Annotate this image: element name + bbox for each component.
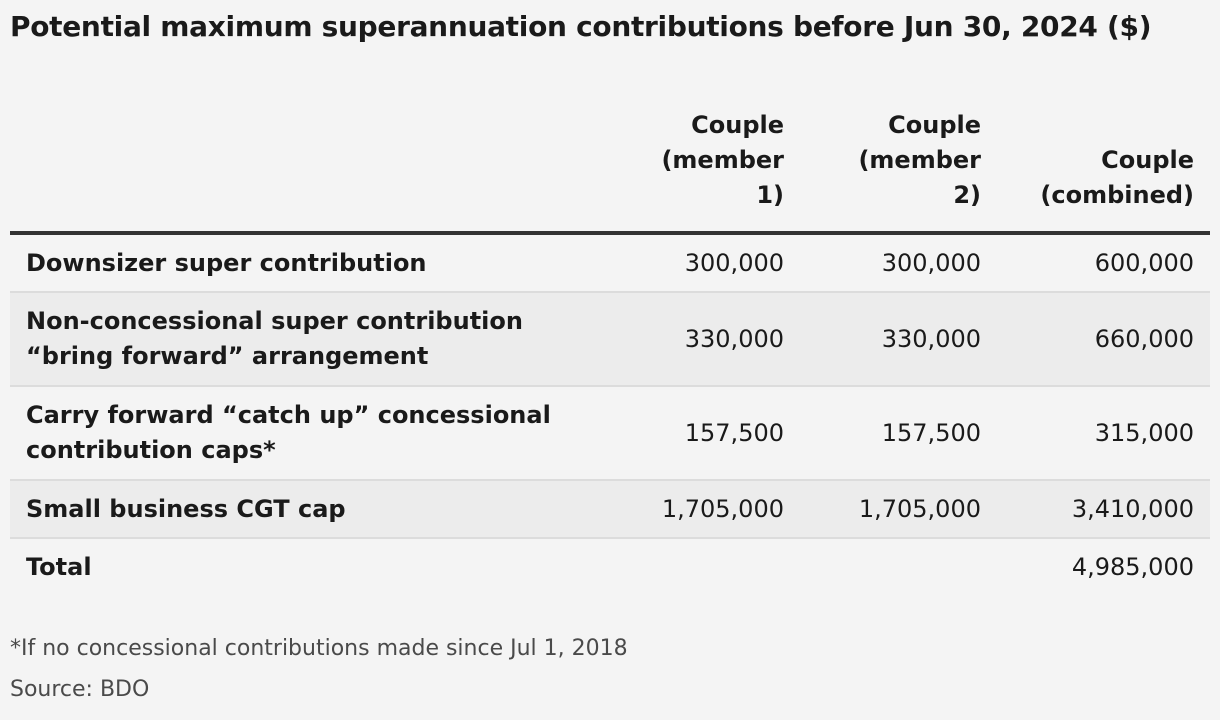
cell-member-1: 300,000 (603, 233, 800, 293)
row-label: Carry forward “catch up” concessional co… (10, 386, 603, 481)
column-header-line: Couple (1101, 146, 1194, 174)
table-row-small-business-cgt: Small business CGT cap 1,705,000 1,705,0… (10, 480, 1210, 539)
table-row-total: Total 4,985,000 (10, 538, 1210, 595)
row-label: Total (26, 552, 92, 581)
cell-member-1: 330,000 (603, 292, 800, 387)
cell-combined: 660,000 (997, 292, 1210, 387)
row-label: Non-concessional super contribution “bri… (10, 292, 603, 387)
cell-combined: 3,410,000 (997, 480, 1210, 539)
cell-combined: 315,000 (997, 386, 1210, 481)
chart-title: Potential maximum superannuation contrib… (10, 10, 1152, 43)
table-header-row: Couple (member 1) Couple (member 2) Coup… (10, 106, 1210, 235)
footnote: *If no concessional contributions made s… (10, 636, 628, 661)
cell-member-2: 300,000 (800, 233, 997, 293)
column-header-member-1: Couple (member 1) (603, 106, 800, 235)
column-header-line: 2) (953, 181, 981, 209)
cell-member-2: 157,500 (800, 386, 997, 481)
cell-combined: 600,000 (997, 233, 1210, 293)
column-header-member-2: Couple (member 2) (800, 106, 997, 235)
contributions-table: Couple (member 1) Couple (member 2) Coup… (10, 106, 1210, 595)
table-row-downsizer: Downsizer super contribution 300,000 300… (10, 233, 1210, 293)
table-row-non-concessional: Non-concessional super contribution “bri… (10, 292, 1210, 387)
cell-member-1: 157,500 (603, 386, 800, 481)
column-header-line: 1) (756, 181, 784, 209)
table-row-carry-forward: Carry forward “catch up” concessional co… (10, 386, 1210, 481)
column-header-line: (member (661, 146, 784, 174)
row-label: Downsizer super contribution (10, 233, 603, 293)
cell-member-2: 1,705,000 (800, 480, 997, 539)
row-label-line: Carry forward “catch up” concessional (26, 401, 551, 429)
row-label: Small business CGT cap (10, 480, 603, 539)
row-label-line: Non-concessional super contribution (26, 307, 523, 335)
row-label-line: “bring forward” arrangement (26, 342, 429, 370)
column-header-combined: Couple (combined) (997, 106, 1210, 235)
column-header-line: Couple (691, 111, 784, 139)
cell-member-1: 1,705,000 (603, 480, 800, 539)
source-note: Source: BDO (10, 677, 150, 702)
row-label-header (10, 106, 603, 235)
cell-member-2: 330,000 (800, 292, 997, 387)
cell-combined: 4,985,000 (1071, 552, 1194, 581)
cell-member-2 (800, 538, 997, 595)
column-header-line: (member (858, 146, 981, 174)
column-header-line: Couple (888, 111, 981, 139)
column-header-line: (combined) (1040, 181, 1194, 209)
cell-member-1 (603, 538, 800, 595)
row-label-line: contribution caps* (26, 436, 276, 464)
